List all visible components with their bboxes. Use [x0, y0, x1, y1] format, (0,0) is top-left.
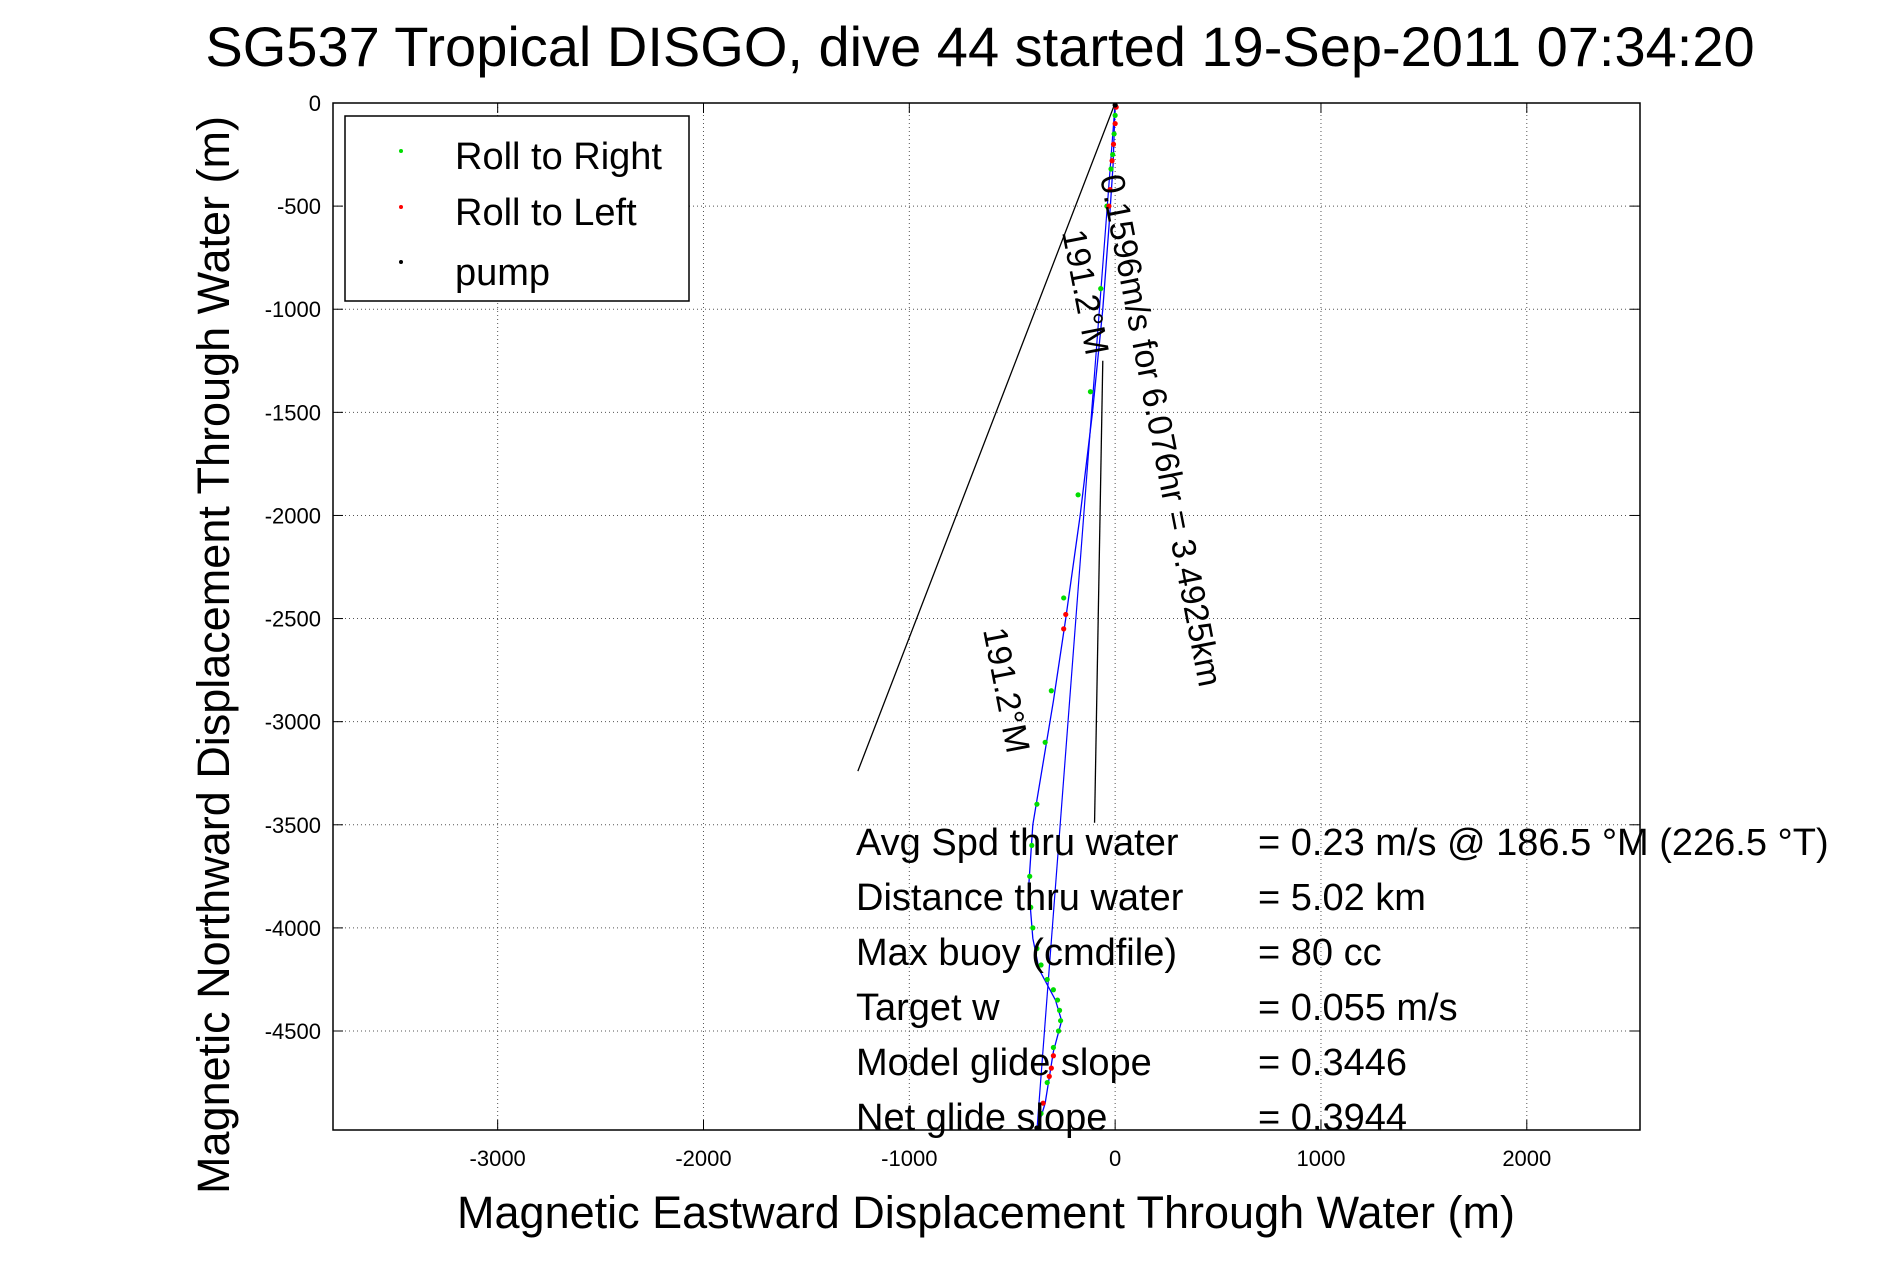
data-points: [1027, 102, 1119, 1131]
legend: Roll to Right Roll to Left pump: [344, 115, 690, 302]
point-roll-to-right: [1110, 151, 1116, 158]
x-tick-label: -1000: [881, 1146, 937, 1171]
y-tick-label: -3000: [265, 710, 321, 735]
x-axis-label: Magnetic Eastward Displacement Through W…: [457, 1187, 1515, 1238]
point-pump: [1112, 102, 1118, 108]
x-tick-label: -3000: [470, 1146, 526, 1171]
legend-label-roll-right: Roll to Right: [455, 136, 662, 178]
stat-target-w-label: Target w: [856, 987, 1000, 1029]
stat-max-buoy-value: = 80 cc: [1258, 932, 1382, 974]
y-tick-label: -1500: [265, 400, 321, 425]
point-roll-to-right: [1050, 1044, 1056, 1051]
y-tick-label: -4500: [265, 1019, 321, 1044]
point-roll-to-right: [1054, 997, 1061, 1003]
stat-net-glide-label: Net glide slope: [856, 1097, 1107, 1139]
legend-marker-roll-right: [399, 149, 403, 153]
point-roll-to-left: [1040, 1100, 1046, 1106]
point-roll-to-left: [1110, 141, 1117, 147]
point-roll-to-right: [1057, 1018, 1064, 1024]
point-roll-to-left: [1112, 121, 1118, 127]
point-roll-to-right: [1028, 904, 1034, 910]
stat-distance-value: = 5.02 km: [1258, 877, 1426, 919]
y-tick-label: 0: [309, 91, 321, 116]
point-roll-to-right: [1061, 595, 1067, 601]
stat-distance-label: Distance thru water: [856, 877, 1184, 919]
stat-target-w-value: = 0.055 m/s: [1258, 987, 1458, 1029]
stat-max-buoy-label: Max buoy (cmdfile): [856, 932, 1177, 974]
point-roll-to-left: [1046, 1073, 1052, 1079]
y-tick-label: -500: [277, 194, 321, 219]
y-tick-label: -2500: [265, 607, 321, 632]
current-vector-line-2: [1093, 360, 1104, 823]
legend-marker-roll-left: [399, 205, 403, 209]
point-roll-to-right: [1056, 1007, 1063, 1013]
stat-avg-speed-label: Avg Spd thru water: [856, 822, 1179, 864]
current-vector-line: [857, 102, 1116, 772]
point-roll-to-right: [1112, 112, 1118, 118]
y-tick-label: -4000: [265, 916, 321, 941]
dive-track: [1028, 102, 1116, 1131]
point-roll-to-left: [1063, 611, 1069, 618]
point-roll-to-right: [1108, 166, 1114, 172]
point-roll-to-right: [1044, 976, 1050, 983]
y-tick-label: -3500: [265, 813, 321, 838]
stat-model-glide-value: = 0.3446: [1258, 1042, 1407, 1084]
point-roll-to-left: [1050, 1053, 1056, 1059]
y-tick-label: -2000: [265, 503, 321, 528]
stat-model-glide-label: Model glide slope: [856, 1042, 1152, 1084]
point-roll-to-right: [1038, 962, 1044, 968]
point-roll-to-left: [1048, 1065, 1054, 1071]
y-axis-label: Magnetic Northward Displacement Through …: [188, 116, 239, 1194]
x-tick-label: 2000: [1502, 1146, 1551, 1171]
point-roll-to-left: [1107, 187, 1113, 193]
point-roll-to-right: [1034, 801, 1040, 807]
current-vectors: [857, 102, 1116, 1131]
point-roll-to-right: [1098, 286, 1104, 292]
point-roll-to-left: [1061, 626, 1067, 632]
x-tick-label: 1000: [1296, 1146, 1345, 1171]
x-tick-label: 0: [1109, 1146, 1121, 1171]
track-line: [1028, 102, 1116, 1131]
point-roll-to-left: [1109, 158, 1115, 164]
vector-heading-label-bottom: 191.2°M: [975, 624, 1037, 756]
point-roll-to-right: [1087, 389, 1094, 395]
axis-ticks: -3000 -2000 -1000 0 1000 2000 0 -500 -1000 -1500 -…: [265, 91, 1640, 1171]
point-pump: [1034, 1125, 1040, 1131]
stat-net-glide-value: = 0.3944: [1258, 1097, 1407, 1139]
point-roll-to-right: [1027, 873, 1033, 879]
net-displacement-line: [1036, 102, 1116, 1131]
legend-label-roll-left: Roll to Left: [455, 192, 637, 234]
y-tick-label: -1000: [265, 297, 321, 322]
point-roll-to-right: [1042, 739, 1048, 745]
point-roll-to-right: [1055, 1028, 1062, 1034]
legend-label-pump: pump: [455, 252, 550, 294]
plot-area-frame: [332, 102, 1641, 1131]
dive-statistics: Avg Spd thru water = 0.23 m/s @ 186.5 °M…: [856, 822, 1829, 1139]
point-roll-to-right: [1050, 987, 1056, 993]
chart-title: SG537 Tropical DISGO, dive 44 started 19…: [205, 15, 1754, 78]
point-roll-to-right: [1030, 925, 1036, 931]
point-roll-to-right: [1038, 1110, 1044, 1117]
point-roll-to-right: [1048, 688, 1054, 694]
point-roll-to-right: [1111, 131, 1117, 137]
point-roll-to-left: [1106, 203, 1112, 209]
vector-speed-label: 0.1596m/s for 6.076hr = 3.4925km: [1092, 171, 1229, 689]
point-roll-to-right: [1034, 945, 1040, 952]
legend-marker-pump: [399, 260, 403, 264]
point-roll-to-right: [1044, 1079, 1050, 1086]
point-roll-to-right: [1029, 842, 1035, 849]
x-tick-label: -2000: [675, 1146, 731, 1171]
point-roll-to-right: [1075, 492, 1081, 498]
stat-avg-speed-value: = 0.23 m/s @ 186.5 °M (226.5 °T): [1258, 822, 1829, 864]
